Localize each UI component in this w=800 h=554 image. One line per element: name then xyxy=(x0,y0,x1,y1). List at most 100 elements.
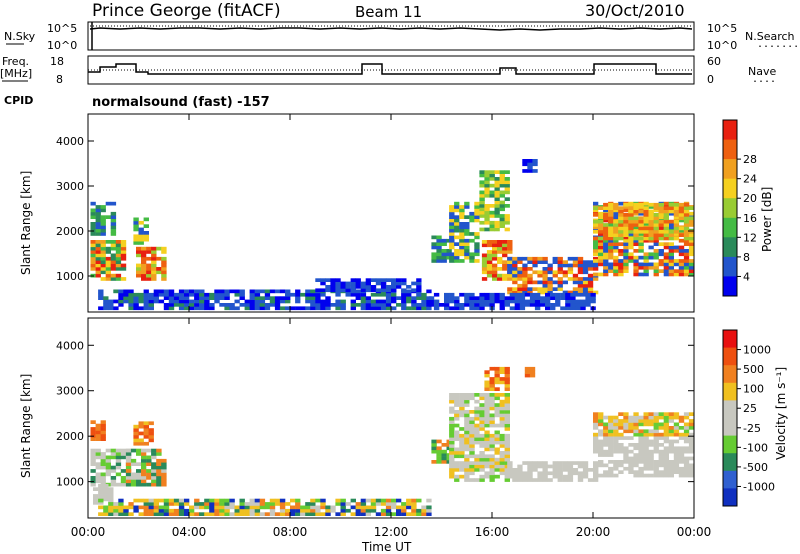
heatmap-cell xyxy=(658,456,664,461)
heatmap-cell xyxy=(396,281,402,286)
heatmap-cell xyxy=(683,426,690,430)
heatmap-cell xyxy=(100,465,106,470)
heatmap-cell xyxy=(489,383,495,388)
heatmap-cell xyxy=(499,306,505,311)
heatmap-cell xyxy=(249,498,255,503)
heatmap-cell xyxy=(108,505,114,510)
heatmap-cell xyxy=(143,441,149,446)
heatmap-cell xyxy=(509,299,515,304)
noise-right-tick-top: 10^5 xyxy=(707,22,737,35)
heatmap-cell xyxy=(673,213,680,217)
heatmap-cell xyxy=(673,429,680,434)
heatmap-cell xyxy=(499,471,505,476)
heatmap-cell xyxy=(90,208,96,213)
heatmap-cell xyxy=(108,512,114,516)
heatmap-cell xyxy=(613,426,619,430)
heatmap-cell xyxy=(673,269,680,273)
heatmap-cell xyxy=(285,299,291,304)
heatmap-cell xyxy=(668,269,674,273)
heatmap-cell xyxy=(557,280,563,285)
heatmap-cell xyxy=(688,466,695,471)
heatmap-cell xyxy=(214,292,220,297)
heatmap-cell xyxy=(98,296,104,300)
heatmap-cell xyxy=(209,498,215,503)
heatmap-cell xyxy=(310,502,316,506)
heatmap-cell xyxy=(532,478,538,482)
heatmap-cell xyxy=(411,299,417,304)
heatmap-cell xyxy=(688,439,695,444)
heatmap-cell xyxy=(499,377,505,381)
heatmap-cell xyxy=(151,479,157,484)
heatmap-cell xyxy=(484,177,490,181)
heatmap-cell xyxy=(229,303,235,307)
heatmap-cell xyxy=(678,473,685,478)
heatmap-cell xyxy=(105,462,111,466)
heatmap-cell xyxy=(593,213,599,217)
heatmap-cell xyxy=(683,463,690,468)
heatmap-cell xyxy=(120,452,127,456)
heatmap-cell xyxy=(499,433,505,438)
heatmap-cell xyxy=(683,233,690,237)
heatmap-cell xyxy=(115,448,122,453)
heatmap-cell xyxy=(416,281,422,286)
heatmap-cell xyxy=(370,306,377,311)
freq-label-2: [MHz] xyxy=(0,67,32,80)
heatmap-cell xyxy=(113,512,119,516)
heatmap-cell xyxy=(514,292,520,297)
heatmap-cell xyxy=(638,202,644,207)
heatmap-cell xyxy=(673,262,680,267)
heatmap-cell xyxy=(199,303,205,307)
heatmap-cell xyxy=(603,265,609,270)
heatmap-cell xyxy=(648,415,654,420)
heatmap-cell xyxy=(421,292,427,297)
heatmap-cell xyxy=(502,240,508,244)
heatmap-cell xyxy=(138,438,144,443)
heatmap-cell xyxy=(499,461,505,465)
heatmap-cell xyxy=(406,512,412,516)
heatmap-cell xyxy=(522,287,528,291)
heatmap-cell xyxy=(90,246,96,251)
heatmap-cell xyxy=(489,296,495,300)
heatmap-cell xyxy=(125,479,132,484)
heatmap-cell xyxy=(489,177,495,181)
heatmap-cell xyxy=(638,236,644,241)
heatmap-cell xyxy=(335,281,341,286)
heatmap-cell xyxy=(385,508,392,513)
colorbar-tick-label: 500 xyxy=(743,363,764,376)
heatmap-cell xyxy=(484,217,490,222)
heatmap-cell xyxy=(608,206,614,210)
heatmap-cell xyxy=(623,446,629,451)
colorbar-swatch xyxy=(723,276,737,297)
heatmap-cell xyxy=(360,512,367,516)
heatmap-cell xyxy=(567,290,574,295)
heatmap-cell xyxy=(310,296,316,300)
heatmap-cell xyxy=(648,216,654,221)
heatmap-cell xyxy=(239,303,245,307)
heatmap-cell xyxy=(474,208,480,213)
heatmap-cell xyxy=(507,464,513,469)
heatmap-cell xyxy=(517,270,523,275)
heatmap-cell xyxy=(295,508,301,513)
heatmap-cell xyxy=(499,177,505,181)
heatmap-cell xyxy=(449,232,455,236)
heatmap-cell xyxy=(527,287,533,291)
heatmap-cell xyxy=(499,292,505,297)
heatmap-cell xyxy=(494,204,500,208)
heatmap-cell xyxy=(385,502,392,506)
heatmap-cell xyxy=(542,283,548,288)
heatmap-cell xyxy=(315,299,321,304)
heatmap-cell xyxy=(454,403,460,407)
colorbar-tick-label: -25 xyxy=(743,422,761,435)
power-heatmap-cells xyxy=(90,159,695,311)
heatmap-cell xyxy=(565,299,571,304)
heatmap-cell xyxy=(95,465,101,470)
heatmap-cell xyxy=(433,306,440,311)
heatmap-cell xyxy=(628,242,634,246)
noise-right-label: N.Search xyxy=(745,30,795,43)
heatmap-cell xyxy=(100,437,106,441)
heatmap-cell xyxy=(572,273,579,278)
heatmap-cell xyxy=(133,438,139,443)
heatmap-cell xyxy=(254,502,261,506)
heatmap-cell xyxy=(459,444,465,448)
heatmap-cell xyxy=(345,508,351,513)
